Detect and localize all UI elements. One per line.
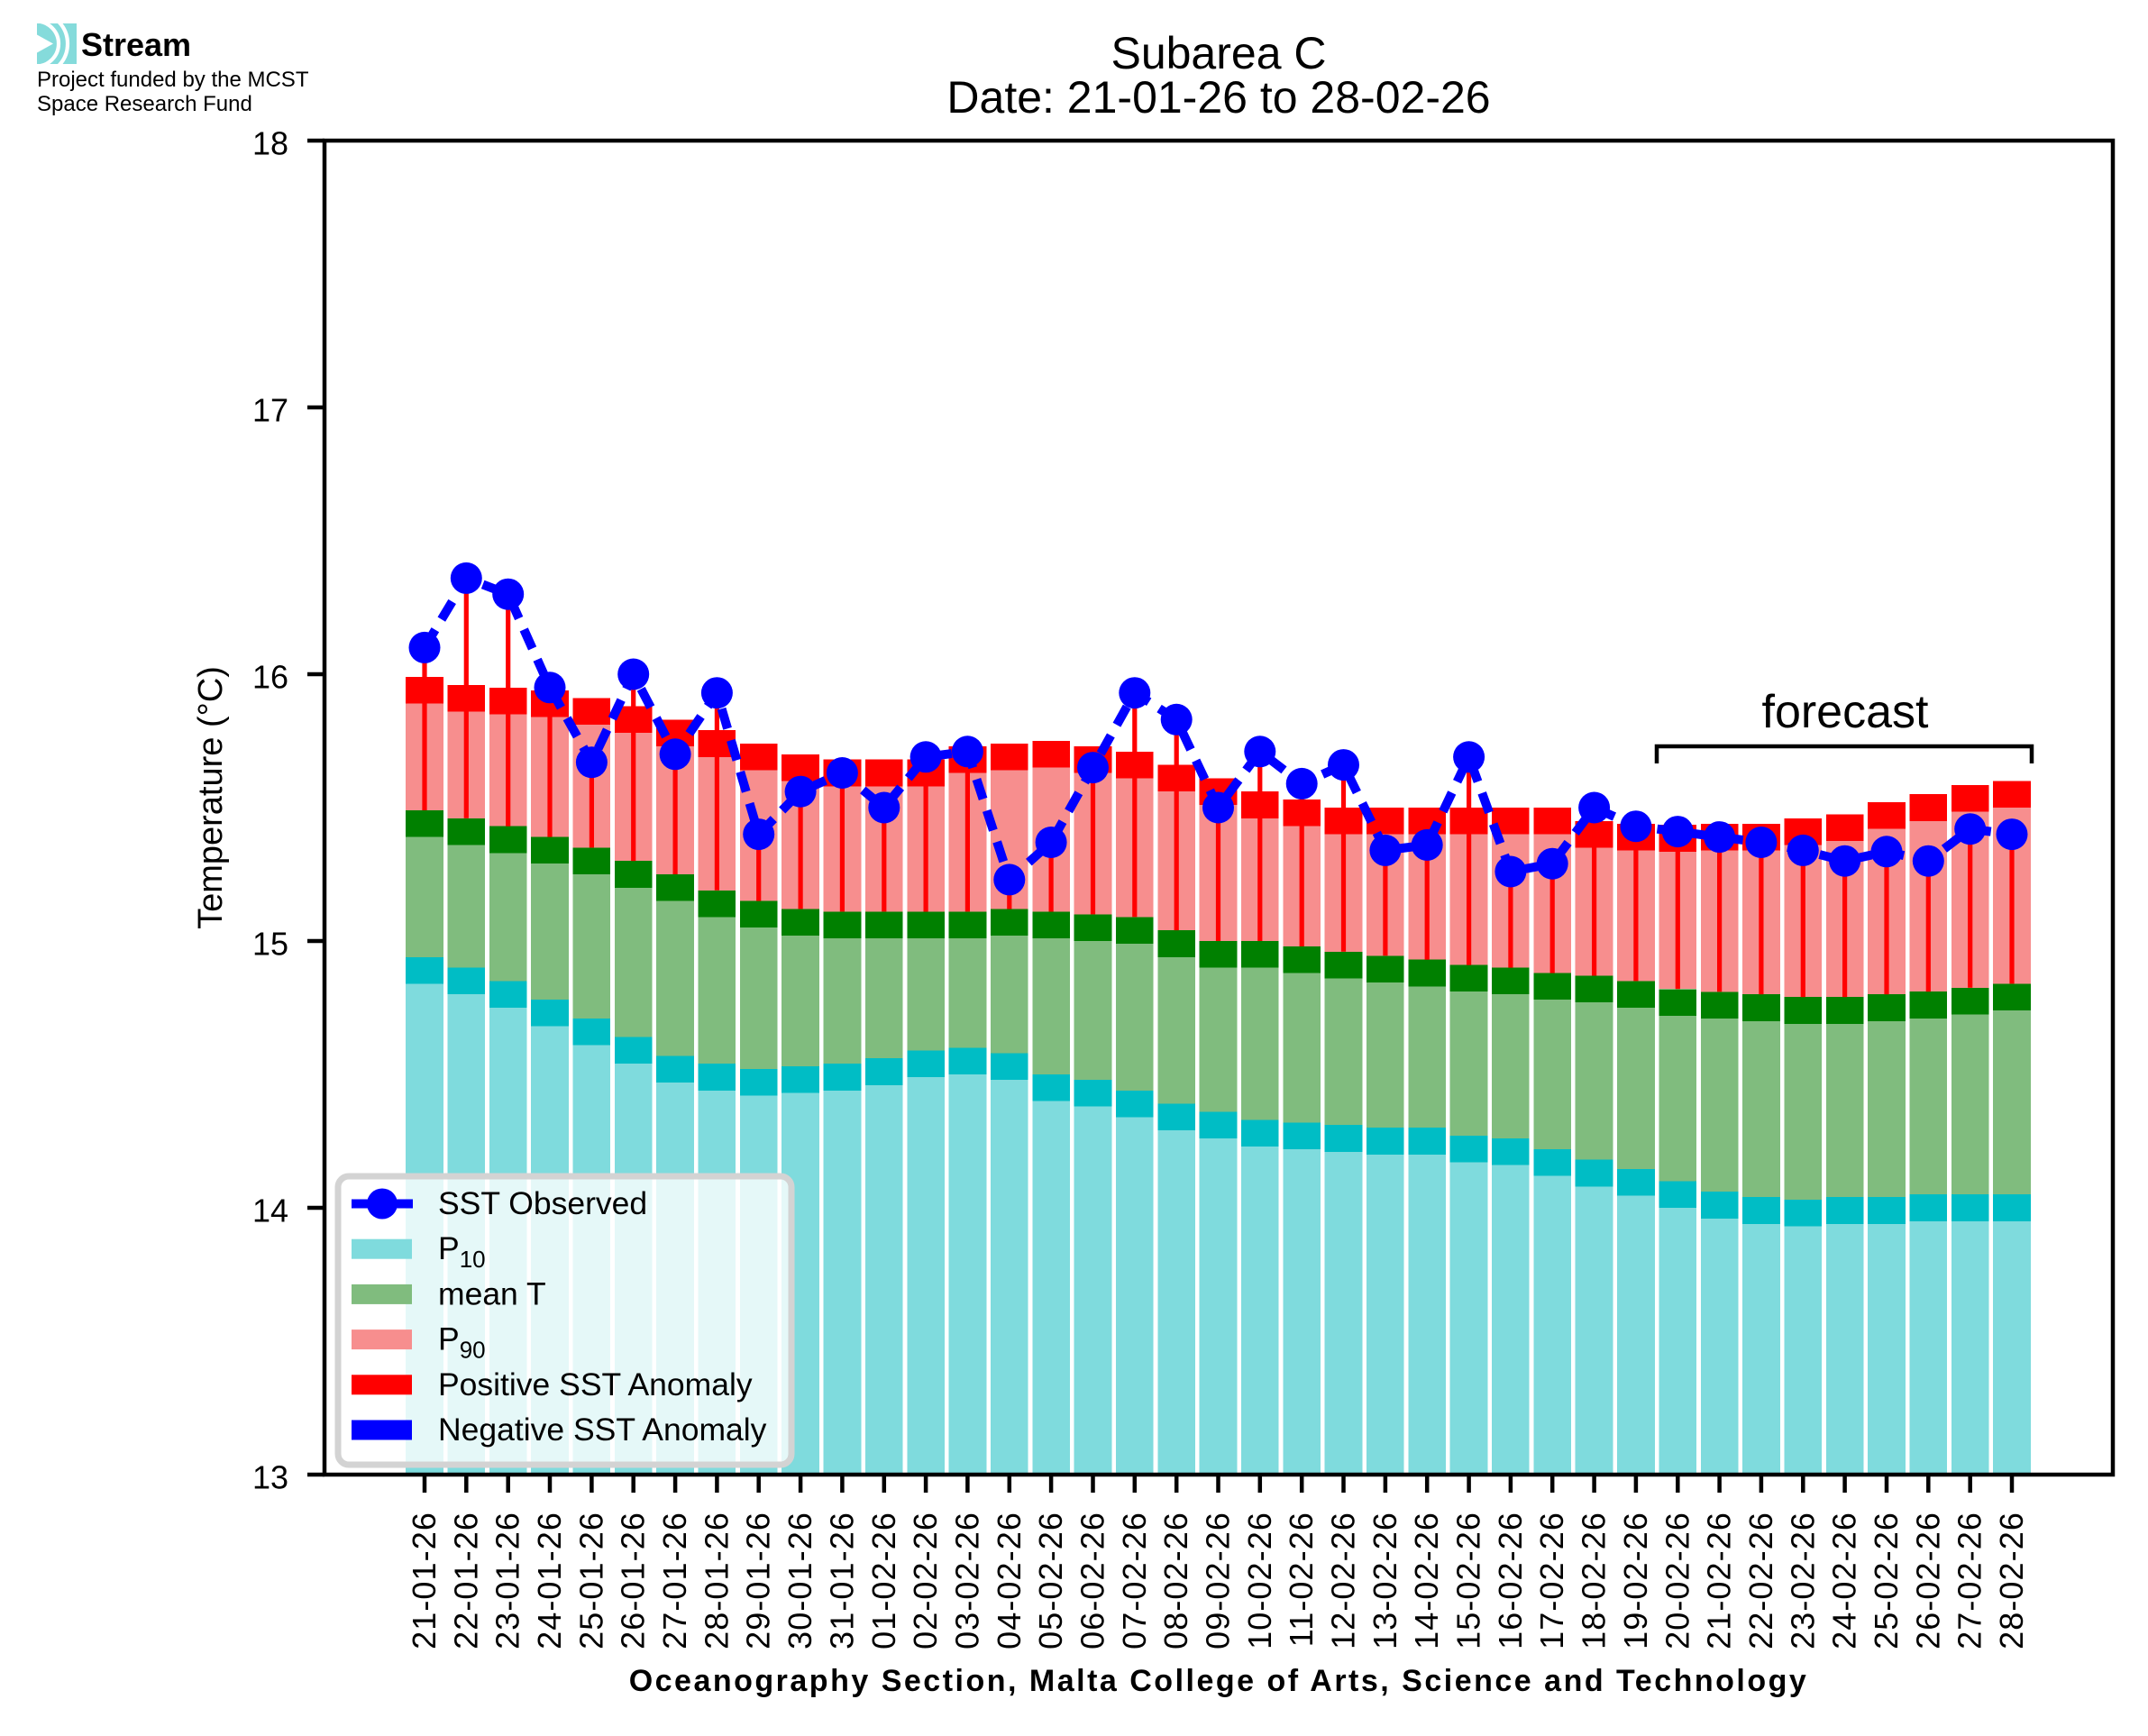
svg-text:15-02-26: 15-02-26 — [1450, 1512, 1487, 1649]
svg-text:30-01-26: 30-01-26 — [782, 1512, 818, 1649]
svg-text:18-02-26: 18-02-26 — [1576, 1512, 1613, 1649]
svg-text:26-02-26: 26-02-26 — [1909, 1512, 1946, 1649]
svg-text:04-02-26: 04-02-26 — [991, 1512, 1028, 1649]
svg-text:27-01-26: 27-01-26 — [656, 1512, 693, 1649]
svg-text:22-01-26: 22-01-26 — [447, 1512, 484, 1649]
svg-text:13-02-26: 13-02-26 — [1366, 1512, 1403, 1649]
svg-text:Negative SST Anomaly: Negative SST Anomaly — [438, 1412, 767, 1448]
svg-text:15: 15 — [252, 926, 288, 963]
svg-text:Positive SST Anomaly: Positive SST Anomaly — [438, 1366, 753, 1403]
svg-text:28-01-26: 28-01-26 — [698, 1512, 735, 1649]
svg-text:11-02-26: 11-02-26 — [1283, 1512, 1320, 1647]
svg-text:19-02-26: 19-02-26 — [1617, 1512, 1654, 1649]
svg-text:26-01-26: 26-01-26 — [615, 1512, 652, 1649]
svg-text:10-02-26: 10-02-26 — [1241, 1512, 1278, 1649]
svg-text:22-02-26: 22-02-26 — [1742, 1512, 1779, 1649]
svg-text:13: 13 — [252, 1459, 288, 1496]
svg-text:Stream: Stream — [81, 26, 191, 63]
svg-text:mean T: mean T — [438, 1275, 546, 1311]
svg-text:16: 16 — [252, 659, 288, 696]
svg-text:SST Observed: SST Observed — [438, 1185, 647, 1221]
svg-text:forecast: forecast — [1762, 686, 1930, 738]
svg-text:07-02-26: 07-02-26 — [1116, 1512, 1153, 1649]
svg-text:08-02-26: 08-02-26 — [1157, 1512, 1194, 1649]
svg-text:24-02-26: 24-02-26 — [1826, 1512, 1863, 1649]
svg-text:25-01-26: 25-01-26 — [572, 1512, 609, 1649]
svg-text:Space Research Fund: Space Research Fund — [37, 92, 252, 116]
svg-text:31-01-26: 31-01-26 — [823, 1512, 860, 1649]
svg-text:03-02-26: 03-02-26 — [948, 1512, 985, 1649]
svg-text:21-02-26: 21-02-26 — [1701, 1512, 1738, 1649]
svg-text:23-02-26: 23-02-26 — [1784, 1512, 1821, 1649]
svg-text:Project funded by the MCST: Project funded by the MCST — [37, 68, 309, 92]
svg-text:16-02-26: 16-02-26 — [1492, 1512, 1529, 1649]
svg-text:Temperature (°C): Temperature (°C) — [192, 666, 230, 929]
svg-text:17-02-26: 17-02-26 — [1533, 1512, 1570, 1649]
svg-text:09-02-26: 09-02-26 — [1200, 1512, 1237, 1649]
svg-text:Oceanography Section, Malta Co: Oceanography Section, Malta College of A… — [629, 1664, 1809, 1698]
svg-text:06-02-26: 06-02-26 — [1074, 1512, 1111, 1649]
svg-text:14-02-26: 14-02-26 — [1408, 1512, 1445, 1649]
svg-text:Subarea C: Subarea C — [1111, 28, 1326, 78]
svg-text:23-01-26: 23-01-26 — [489, 1512, 526, 1649]
svg-text:24-01-26: 24-01-26 — [531, 1512, 568, 1649]
svg-text:17: 17 — [252, 392, 288, 429]
svg-text:29-01-26: 29-01-26 — [740, 1512, 777, 1649]
svg-text:20-02-26: 20-02-26 — [1659, 1512, 1696, 1649]
svg-text:27-02-26: 27-02-26 — [1951, 1512, 1988, 1649]
svg-text:21-01-26: 21-01-26 — [406, 1512, 443, 1649]
svg-text:02-02-26: 02-02-26 — [907, 1512, 944, 1649]
svg-text:Date: 21-01-26 to 28-02-26: Date: 21-01-26 to 28-02-26 — [946, 72, 1490, 123]
svg-text:05-02-26: 05-02-26 — [1032, 1512, 1069, 1649]
svg-text:01-02-26: 01-02-26 — [865, 1512, 902, 1649]
svg-text:18: 18 — [252, 125, 288, 162]
svg-text:28-02-26: 28-02-26 — [1993, 1512, 2030, 1649]
svg-text:12-02-26: 12-02-26 — [1325, 1512, 1362, 1649]
svg-text:14: 14 — [252, 1192, 288, 1229]
svg-text:25-02-26: 25-02-26 — [1868, 1512, 1905, 1649]
